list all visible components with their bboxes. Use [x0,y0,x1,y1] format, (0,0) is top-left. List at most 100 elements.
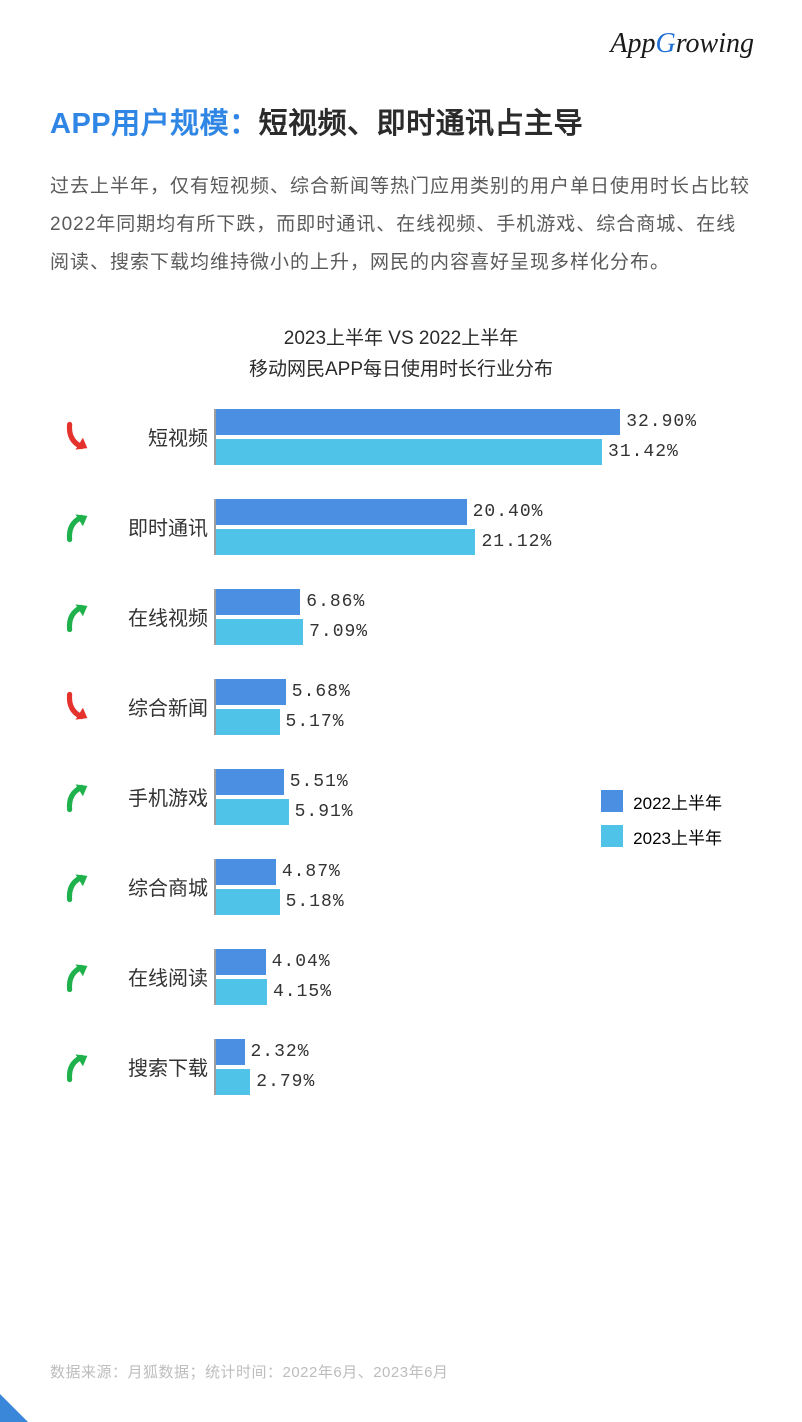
trend-down-icon [62,420,92,454]
page-title: APP用户规模：短视频、即时通讯占主导 [50,105,752,144]
legend-item-2023: 2023上半年 [601,824,722,849]
trend-up-icon [62,1050,92,1084]
bar-rect [216,979,267,1005]
bar-rect [216,709,280,735]
chart-category-row: 手机游戏 5.51% 5.91% [50,769,752,825]
chart-category-row: 搜索下载 2.32% 2.79% [50,1039,752,1095]
bar-value: 31.42% [608,442,679,462]
category-label: 即时通讯 [104,512,214,541]
bar-rect [216,1039,245,1065]
trend-up-icon [62,600,92,634]
trend-up-icon [62,960,92,994]
bar-value: 4.15% [273,982,332,1002]
chart-title: 2023上半年 VS 2022上半年 移动网民APP每日使用时长行业分布 [50,324,752,385]
chart-category-row: 综合新闻 5.68% 5.17% [50,679,752,735]
bar-value: 4.87% [282,862,341,882]
bar-2022: 5.51% [216,769,752,795]
chart-category-row: 即时通讯 20.40% 21.12% [50,499,752,555]
bar-2023: 7.09% [216,619,752,645]
trend-arrow [50,1050,104,1084]
description-paragraph: 过去上半年，仅有短视频、综合新闻等热门应用类别的用户单日使用时长占比较2022年… [50,168,752,282]
brand-logo: AppGrowing [610,28,754,60]
trend-arrow [50,870,104,904]
brand-prefix: App [610,28,655,59]
bars-group: 4.04% 4.15% [216,949,752,1005]
bar-rect [216,799,289,825]
trend-up-icon [62,780,92,814]
trend-arrow [50,780,104,814]
bar-2022: 5.68% [216,679,752,705]
bar-value: 32.90% [626,412,697,432]
bar-2022: 4.04% [216,949,752,975]
trend-arrow [50,690,104,724]
trend-up-icon [62,870,92,904]
bar-rect [216,889,280,915]
bar-rect [216,859,276,885]
bar-rect [216,409,620,435]
bar-2022: 20.40% [216,499,752,525]
chart-title-line2: 移动网民APP每日使用时长行业分布 [50,355,752,385]
chart-category-row: 在线阅读 4.04% 4.15% [50,949,752,1005]
bar-rect [216,589,300,615]
bars-group: 5.51% 5.91% [216,769,752,825]
trend-arrow [50,600,104,634]
bar-2022: 2.32% [216,1039,752,1065]
category-label: 综合新闻 [104,692,214,721]
bars-group: 32.90% 31.42% [216,409,752,465]
bar-rect [216,769,284,795]
bar-value: 6.86% [306,592,365,612]
bar-chart: 2022上半年 2023上半年 短视频 32.90% 31.42% [50,409,752,1095]
bar-value: 2.32% [251,1042,310,1062]
bars-group: 20.40% 21.12% [216,499,752,555]
bar-2022: 6.86% [216,589,752,615]
bar-2023: 2.79% [216,1069,752,1095]
trend-down-icon [62,690,92,724]
bar-2023: 31.42% [216,439,752,465]
bar-value: 4.04% [272,952,331,972]
bar-value: 21.12% [481,532,552,552]
category-label: 在线阅读 [104,962,214,991]
brand-g: G [655,28,675,59]
bar-rect [216,679,286,705]
chart-rows: 短视频 32.90% 31.42% 即时通讯 20.40% [50,409,752,1095]
category-label: 手机游戏 [104,782,214,811]
bars-group: 2.32% 2.79% [216,1039,752,1095]
bar-2023: 5.17% [216,709,752,735]
chart-title-line1: 2023上半年 VS 2022上半年 [50,324,752,354]
bar-rect [216,439,602,465]
bar-rect [216,619,303,645]
data-source-footer: 数据来源：月狐数据；统计时间：2022年6月、2023年6月 [50,1361,448,1382]
category-label: 综合商城 [104,872,214,901]
bar-2023: 4.15% [216,979,752,1005]
bar-2023: 5.18% [216,889,752,915]
legend-label: 2023上半年 [633,824,722,849]
bar-rect [216,1069,250,1095]
bars-group: 6.86% 7.09% [216,589,752,645]
trend-arrow [50,510,104,544]
bar-rect [216,499,467,525]
category-label: 搜索下载 [104,1052,214,1081]
report-page: AppGrowing APP用户规模：短视频、即时通讯占主导 过去上半年，仅有短… [0,0,802,1422]
corner-accent-icon [0,1394,28,1422]
brand-suffix: rowing [676,28,754,59]
category-label: 在线视频 [104,602,214,631]
bar-2023: 21.12% [216,529,752,555]
chart-category-row: 短视频 32.90% 31.42% [50,409,752,465]
legend-swatch [601,825,623,847]
chart-category-row: 在线视频 6.86% 7.09% [50,589,752,645]
bar-2022: 4.87% [216,859,752,885]
bar-value: 5.68% [292,682,351,702]
bar-2022: 32.90% [216,409,752,435]
bar-value: 20.40% [473,502,544,522]
category-label: 短视频 [104,422,214,451]
bar-rect [216,529,475,555]
trend-arrow [50,420,104,454]
bar-value: 5.17% [286,712,345,732]
bar-value: 5.91% [295,802,354,822]
chart-category-row: 综合商城 4.87% 5.18% [50,859,752,915]
bar-2023: 5.91% [216,799,752,825]
bar-value: 7.09% [309,622,368,642]
bars-group: 5.68% 5.17% [216,679,752,735]
bar-value: 2.79% [256,1072,315,1092]
bar-value: 5.18% [286,892,345,912]
